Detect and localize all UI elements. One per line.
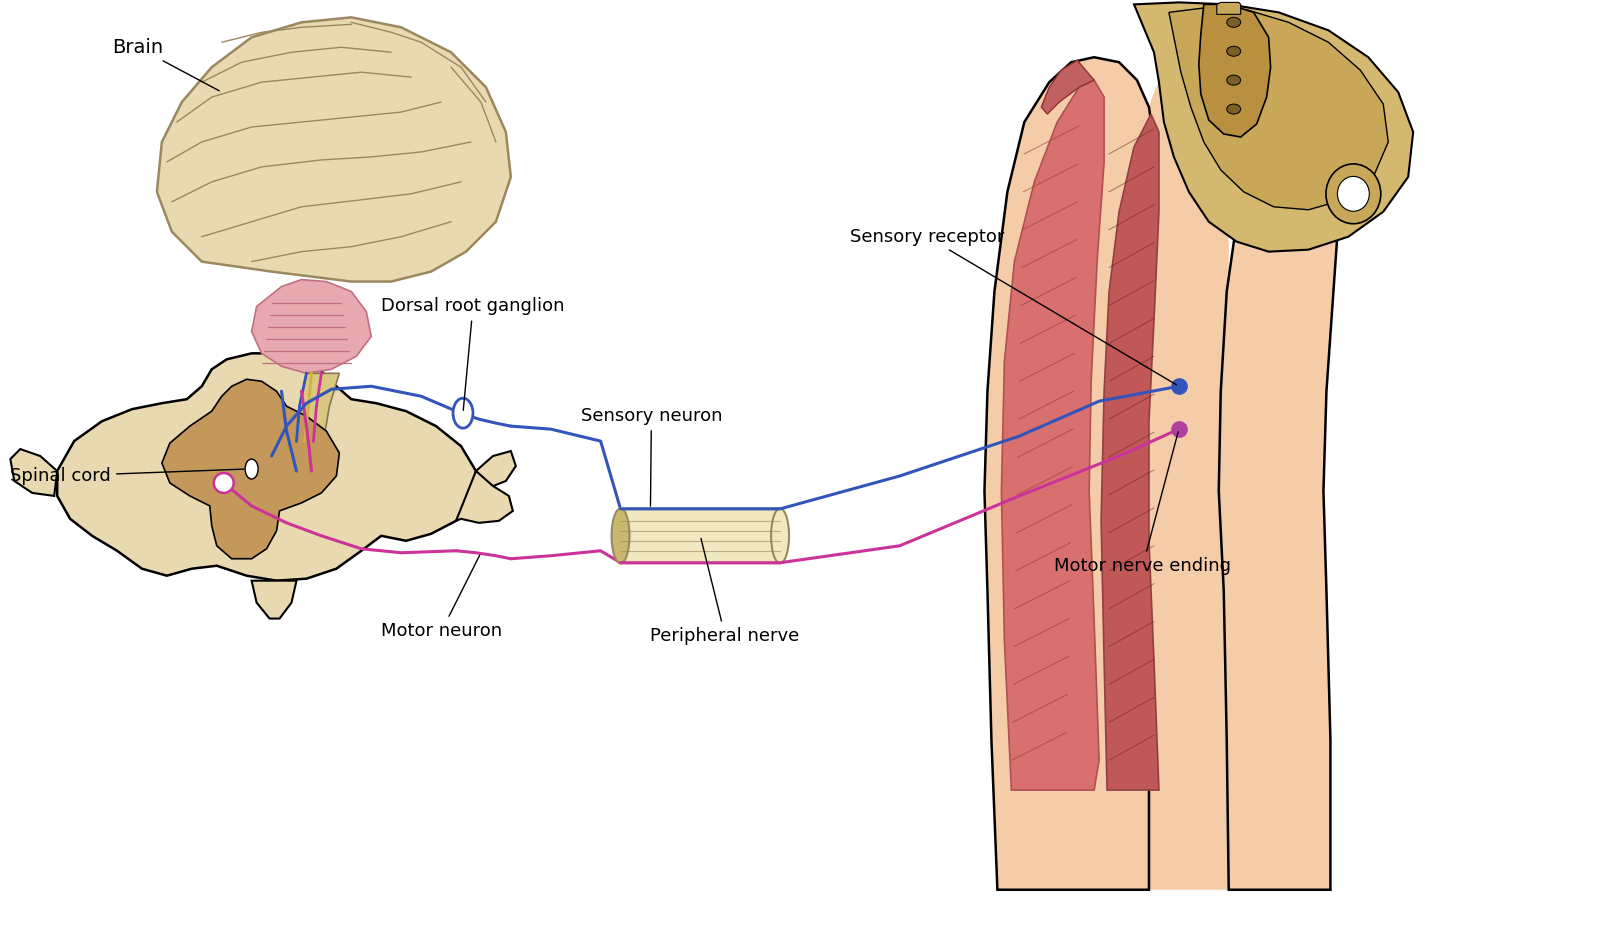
Polygon shape bbox=[1002, 80, 1104, 790]
Polygon shape bbox=[251, 581, 296, 618]
Polygon shape bbox=[1219, 77, 1341, 890]
Text: Peripheral nerve: Peripheral nerve bbox=[651, 538, 800, 645]
Text: Sensory neuron: Sensory neuron bbox=[581, 407, 722, 506]
FancyBboxPatch shape bbox=[621, 508, 781, 564]
Polygon shape bbox=[1198, 5, 1270, 137]
Polygon shape bbox=[10, 449, 58, 496]
Ellipse shape bbox=[611, 508, 629, 564]
Polygon shape bbox=[456, 471, 514, 523]
Polygon shape bbox=[1170, 8, 1389, 210]
Text: Spinal cord: Spinal cord bbox=[10, 467, 243, 485]
Polygon shape bbox=[293, 374, 339, 471]
Polygon shape bbox=[157, 17, 510, 281]
Polygon shape bbox=[1042, 60, 1094, 114]
Ellipse shape bbox=[1227, 17, 1240, 27]
Ellipse shape bbox=[1227, 104, 1240, 114]
Ellipse shape bbox=[453, 398, 474, 428]
Polygon shape bbox=[1216, 3, 1240, 14]
Polygon shape bbox=[1134, 3, 1413, 251]
Polygon shape bbox=[58, 354, 475, 581]
Circle shape bbox=[214, 473, 234, 493]
Text: Dorsal root ganglion: Dorsal root ganglion bbox=[381, 297, 565, 410]
Text: Motor neuron: Motor neuron bbox=[381, 555, 502, 640]
Ellipse shape bbox=[245, 459, 258, 479]
Ellipse shape bbox=[1326, 164, 1381, 224]
Polygon shape bbox=[162, 379, 339, 559]
Polygon shape bbox=[474, 451, 515, 499]
Ellipse shape bbox=[1227, 75, 1240, 85]
Polygon shape bbox=[1101, 114, 1158, 790]
Ellipse shape bbox=[1227, 46, 1240, 56]
Text: Motor nerve ending: Motor nerve ending bbox=[1054, 432, 1232, 575]
Ellipse shape bbox=[1338, 176, 1370, 212]
Text: Brain: Brain bbox=[112, 38, 219, 91]
Text: Sensory receptor: Sensory receptor bbox=[850, 228, 1176, 385]
Polygon shape bbox=[251, 279, 371, 374]
Ellipse shape bbox=[771, 508, 789, 564]
Polygon shape bbox=[984, 57, 1154, 890]
Polygon shape bbox=[1149, 50, 1229, 890]
